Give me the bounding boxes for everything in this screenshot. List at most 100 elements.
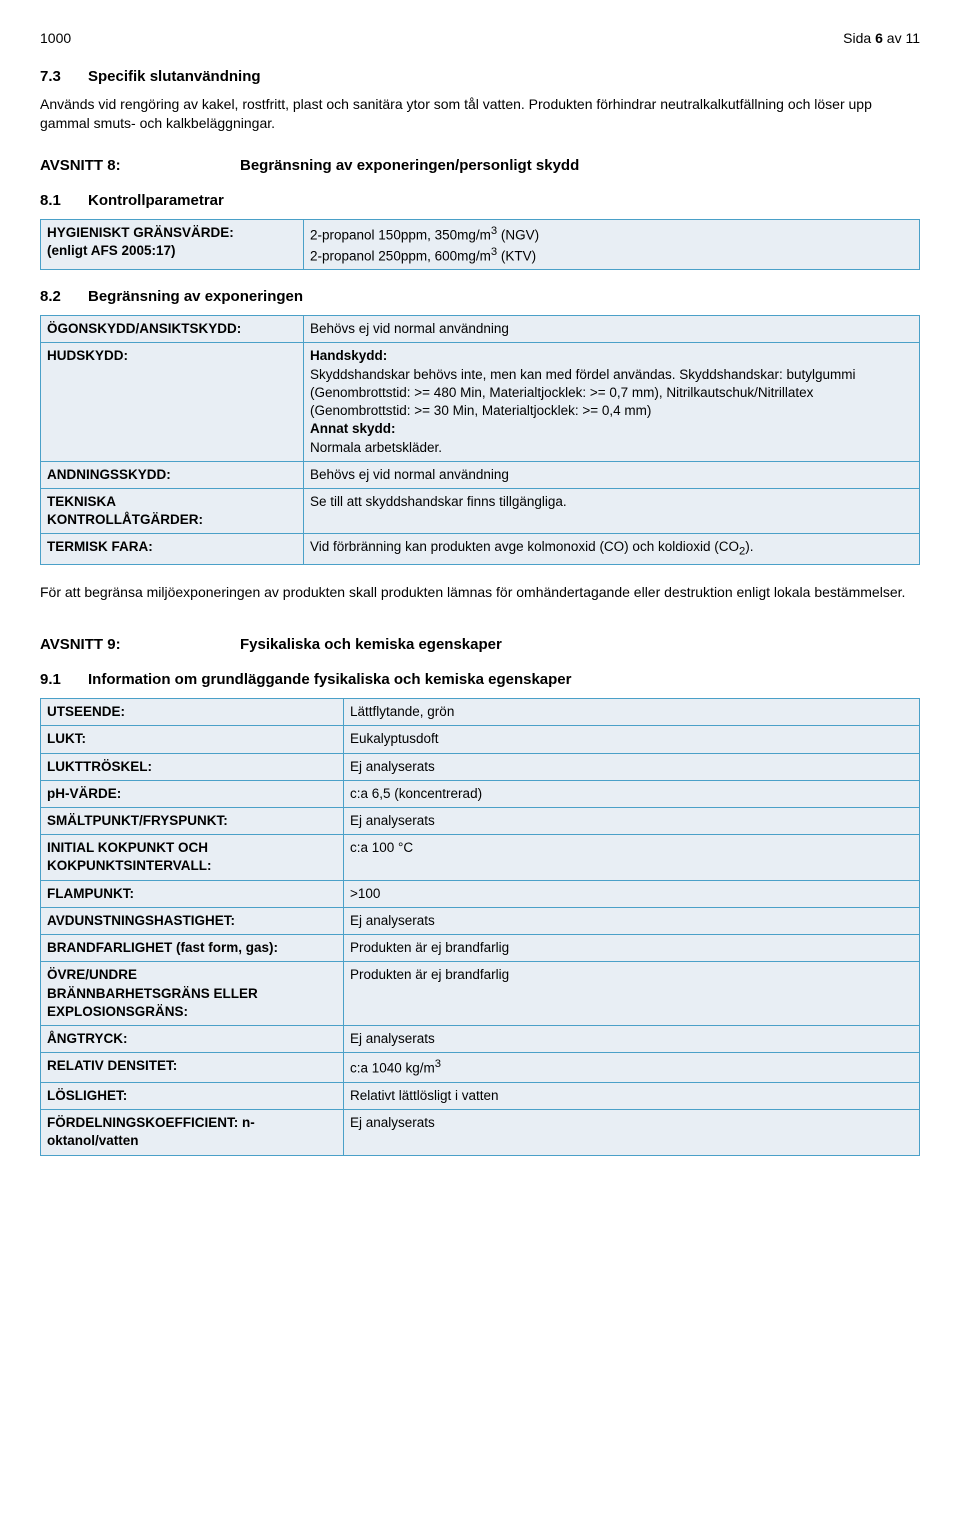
label-line1: HYGIENISKT GRÄNSVÄRDE: xyxy=(47,225,234,240)
row-value: Handskydd: Skyddshandskar behövs inte, m… xyxy=(304,343,920,461)
row-label: TERMISK FARA: xyxy=(41,534,304,565)
row-value: Ej analyserats xyxy=(344,808,920,835)
row-value: c:a 6,5 (koncentrerad) xyxy=(344,780,920,807)
avsnitt-8-heading: AVSNITT 8: Begränsning av exponeringen/p… xyxy=(40,157,920,174)
table-row: ANDNINGSSKYDD: Behövs ej vid normal anvä… xyxy=(41,461,920,488)
row-value: Produkten är ej brandfarlig xyxy=(344,935,920,962)
row-value: Relativt lättlösligt i vatten xyxy=(344,1082,920,1109)
table-row: HUDSKYDD: Handskydd: Skyddshandskar behö… xyxy=(41,343,920,461)
table-row: LUKTTRÖSKEL:Ej analyserats xyxy=(41,753,920,780)
hudskydd-handskydd-text: Skyddshandskar behövs inte, men kan med … xyxy=(310,367,856,418)
row-label: LUKTTRÖSKEL: xyxy=(41,753,344,780)
table-row: INITIAL KOKPUNKT OCH KOKPUNKTSINTERVALL:… xyxy=(41,835,920,880)
avsnitt-9-heading: AVSNITT 9: Fysikaliska och kemiska egens… xyxy=(40,636,920,653)
table-row: AVDUNSTNINGSHASTIGHET:Ej analyserats xyxy=(41,907,920,934)
section-num: 8.1 xyxy=(40,192,88,209)
section-7-3-body: Används vid rengöring av kakel, rostfrit… xyxy=(40,95,920,133)
table-row: LÖSLIGHET:Relativt lättlösligt i vatten xyxy=(41,1082,920,1109)
row-label: AVDUNSTNINGSHASTIGHET: xyxy=(41,907,344,934)
val-line1b: (NGV) xyxy=(497,227,539,242)
row-label: ÖVRE/UNDRE BRÄNNBARHETSGRÄNS ELLER EXPLO… xyxy=(41,962,344,1026)
label-l2: oktanol/vatten xyxy=(47,1133,139,1148)
row-value: Ej analyserats xyxy=(344,1026,920,1053)
page-text: Sida xyxy=(843,30,875,46)
label-l2: KOKPUNKTSINTERVALL: xyxy=(47,858,212,873)
table-row: FÖRDELNINGSKOEFFICIENT: n- oktanol/vatte… xyxy=(41,1110,920,1155)
label-line2: (enligt AFS 2005:17) xyxy=(47,243,176,258)
section-8-1-heading: 8.1 Kontrollparametrar xyxy=(40,192,920,209)
row-label: ÅNGTRYCK: xyxy=(41,1026,344,1053)
page-number: Sida 6 av 11 xyxy=(843,30,920,46)
table-row: LUKT:Eukalyptusdoft xyxy=(41,726,920,753)
doc-id: 1000 xyxy=(40,30,71,46)
page-of: av 11 xyxy=(883,30,920,46)
label-l1: INITIAL KOKPUNKT OCH xyxy=(47,840,208,855)
row-label: INITIAL KOKPUNKT OCH KOKPUNKTSINTERVALL: xyxy=(41,835,344,880)
row-value: Ej analyserats xyxy=(344,907,920,934)
row-label: HUDSKYDD: xyxy=(41,343,304,461)
section-title: Specifik slutanvändning xyxy=(88,68,261,85)
avsnitt-label: AVSNITT 9: xyxy=(40,636,240,653)
table-row: TERMISK FARA: Vid förbränning kan produk… xyxy=(41,534,920,565)
row-label: FÖRDELNINGSKOEFFICIENT: n- oktanol/vatte… xyxy=(41,1110,344,1155)
row-value: Vid förbränning kan produkten avge kolmo… xyxy=(304,534,920,565)
table-row: pH-VÄRDE:c:a 6,5 (koncentrerad) xyxy=(41,780,920,807)
label-l2: KONTROLLÅTGÄRDER: xyxy=(47,512,203,527)
section-title: Begränsning av exponeringen xyxy=(88,288,303,305)
row-value: Produkten är ej brandfarlig xyxy=(344,962,920,1026)
row-label: LÖSLIGHET: xyxy=(41,1082,344,1109)
row-label: TEKNISKA KONTROLLÅTGÄRDER: xyxy=(41,488,304,533)
row-value: c:a 1040 kg/m3 xyxy=(344,1053,920,1083)
table-row: BRANDFARLIGHET (fast form, gas):Produkte… xyxy=(41,935,920,962)
termisk-b: ). xyxy=(745,539,753,554)
hudskydd-annat-text: Normala arbetskläder. xyxy=(310,440,442,455)
table-exponering: ÖGONSKYDD/ANSIKTSKYDD: Behövs ej vid nor… xyxy=(40,315,920,565)
row-value: >100 xyxy=(344,880,920,907)
val-line2b: (KTV) xyxy=(497,248,536,263)
page-cur: 6 xyxy=(875,30,883,46)
table-row: HYGIENISKT GRÄNSVÄRDE: (enligt AFS 2005:… xyxy=(41,219,920,269)
table-row: ÅNGTRYCK:Ej analyserats xyxy=(41,1026,920,1053)
table-hygieniskt-gransvarde: HYGIENISKT GRÄNSVÄRDE: (enligt AFS 2005:… xyxy=(40,219,920,270)
hudskydd-handskydd-label: Handskydd: xyxy=(310,348,387,363)
section-num: 7.3 xyxy=(40,68,88,85)
termisk-a: Vid förbränning kan produkten avge kolmo… xyxy=(310,539,739,554)
row-label: FLAMPUNKT: xyxy=(41,880,344,907)
table-row: FLAMPUNKT:>100 xyxy=(41,880,920,907)
table-row: UTSEENDE:Lättflytande, grön xyxy=(41,699,920,726)
table-fysikaliska-egenskaper: UTSEENDE:Lättflytande, grön LUKT:Eukalyp… xyxy=(40,698,920,1155)
section-8-2-heading: 8.2 Begränsning av exponeringen xyxy=(40,288,920,305)
row-value: Ej analyserats xyxy=(344,753,920,780)
section-num: 9.1 xyxy=(40,671,88,688)
table-row: ÖVRE/UNDRE BRÄNNBARHETSGRÄNS ELLER EXPLO… xyxy=(41,962,920,1026)
row-value: Eukalyptusdoft xyxy=(344,726,920,753)
row-label: UTSEENDE: xyxy=(41,699,344,726)
row-label: BRANDFARLIGHET (fast form, gas): xyxy=(41,935,344,962)
row-value: c:a 100 °C xyxy=(344,835,920,880)
section-num: 8.2 xyxy=(40,288,88,305)
row-label: RELATIV DENSITET: xyxy=(41,1053,344,1083)
table-row: RELATIV DENSITET: c:a 1040 kg/m3 xyxy=(41,1053,920,1083)
row-value: Behövs ej vid normal användning xyxy=(304,316,920,343)
row-label: LUKT: xyxy=(41,726,344,753)
row-label: HYGIENISKT GRÄNSVÄRDE: (enligt AFS 2005:… xyxy=(41,219,304,269)
row-label: ÖGONSKYDD/ANSIKTSKYDD: xyxy=(41,316,304,343)
avsnitt-title: Begränsning av exponeringen/personligt s… xyxy=(240,157,579,174)
label-l3: EXPLOSIONSGRÄNS: xyxy=(47,1004,188,1019)
row-value: Behövs ej vid normal användning xyxy=(304,461,920,488)
row-value: Lättflytande, grön xyxy=(344,699,920,726)
section-7-3-heading: 7.3 Specifik slutanvändning xyxy=(40,68,920,85)
avsnitt-title: Fysikaliska och kemiska egenskaper xyxy=(240,636,502,653)
densitet-a: c:a 1040 kg/m xyxy=(350,1061,435,1076)
row-label: ANDNINGSSKYDD: xyxy=(41,461,304,488)
page-header: 1000 Sida 6 av 11 xyxy=(40,30,920,46)
label-l1: TEKNISKA xyxy=(47,494,116,509)
row-label: SMÄLTPUNKT/FRYSPUNKT: xyxy=(41,808,344,835)
table-row: ÖGONSKYDD/ANSIKTSKYDD: Behövs ej vid nor… xyxy=(41,316,920,343)
section-9-1-heading: 9.1 Information om grundläggande fysikal… xyxy=(40,671,920,688)
label-l1: ÖVRE/UNDRE xyxy=(47,967,137,982)
section-title: Kontrollparametrar xyxy=(88,192,224,209)
avsnitt-label: AVSNITT 8: xyxy=(40,157,240,174)
row-value: 2-propanol 150ppm, 350mg/m3 (NGV) 2-prop… xyxy=(304,219,920,269)
hudskydd-annat-label: Annat skydd: xyxy=(310,421,396,436)
